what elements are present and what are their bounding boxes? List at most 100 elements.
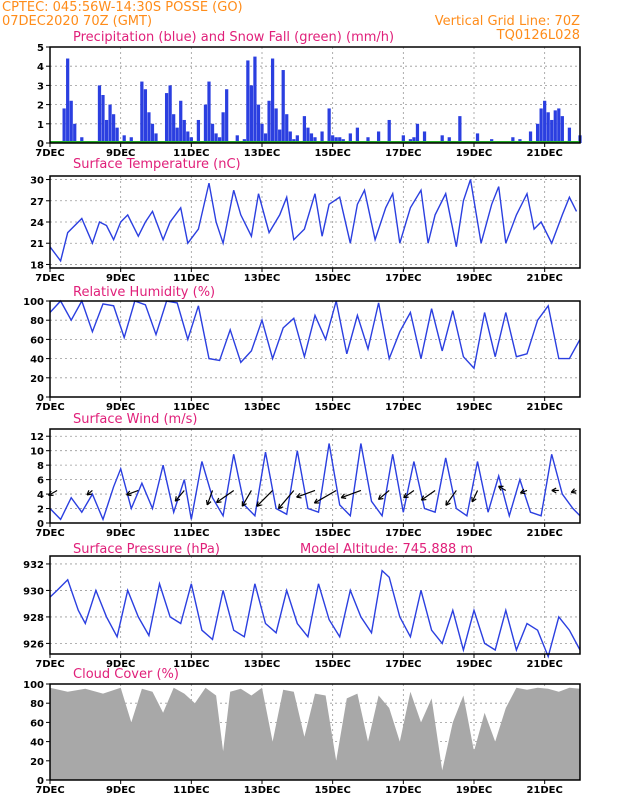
y-tick-label: 932 xyxy=(23,560,44,571)
x-tick-label: 7DEC xyxy=(35,785,64,796)
x-tick-label: 11DEC xyxy=(173,148,209,159)
x-tick-label: 13DEC xyxy=(244,148,280,159)
precip-bar xyxy=(546,112,550,143)
grid-note: Vertical Grid Line: 70Z xyxy=(435,14,580,29)
precip-bar xyxy=(235,135,239,143)
wind-arrow xyxy=(256,490,274,507)
wind-arrow xyxy=(241,490,252,507)
x-tick-label: 13DEC xyxy=(244,528,280,539)
y-tick-label: 18 xyxy=(30,260,44,271)
x-tick-label: 15DEC xyxy=(314,659,350,670)
panel-3 xyxy=(46,428,581,527)
precip-bar xyxy=(260,123,264,143)
precip-bar xyxy=(440,135,444,143)
wind-arrow-head xyxy=(403,492,409,499)
x-tick-label: 15DEC xyxy=(314,402,350,413)
precip-bar xyxy=(274,108,278,143)
precip-bar xyxy=(207,81,211,143)
wind-arrow xyxy=(378,490,390,500)
wind-arrow-head xyxy=(313,498,320,504)
precip-bar xyxy=(313,137,317,143)
panel-title: Surface Temperature (nC) xyxy=(73,157,241,172)
x-tick-label: 19DEC xyxy=(456,148,492,159)
panel-title: Relative Humidity (%) xyxy=(73,285,215,300)
precip-bar xyxy=(66,58,70,143)
wind-arrow-head xyxy=(277,503,284,510)
x-tick-label: 11DEC xyxy=(173,402,209,413)
precip-bar xyxy=(267,100,271,143)
x-tick-label: 7DEC xyxy=(35,273,64,284)
x-tick-label: 19DEC xyxy=(456,785,492,796)
x-tick-label: 9DEC xyxy=(106,659,135,670)
wind-arrow-head xyxy=(498,485,504,491)
wind-arrow xyxy=(403,489,415,499)
precip-bar xyxy=(302,116,307,143)
panel-0 xyxy=(46,46,582,147)
precip-bar xyxy=(366,137,370,143)
y-tick-label: 27 xyxy=(30,197,44,208)
precip-bar xyxy=(221,112,225,143)
x-tick-label: 19DEC xyxy=(456,528,492,539)
wind-arrow-head xyxy=(256,501,262,507)
y-tick-label: 930 xyxy=(23,586,44,597)
x-tick-label: 13DEC xyxy=(244,659,280,670)
x-tick-label: 11DEC xyxy=(173,273,209,284)
precip-bar xyxy=(535,123,540,143)
wind-arrow-head xyxy=(551,487,557,494)
panel-title: Cloud Cover (%) xyxy=(73,667,179,682)
y-tick-label: 80 xyxy=(30,699,44,710)
precip-bar xyxy=(327,108,331,143)
precip-bar xyxy=(122,135,126,143)
x-tick-label: 7DEC xyxy=(35,528,64,539)
panel-title: Surface Wind (m/s) xyxy=(73,412,197,427)
y-tick-label: 1 xyxy=(37,120,44,131)
x-tick-label: 19DEC xyxy=(456,402,492,413)
x-tick-label: 13DEC xyxy=(244,273,280,284)
run-code: TQ0126L028 xyxy=(496,28,580,43)
precip-bar xyxy=(97,85,102,143)
y-tick-label: 6 xyxy=(37,476,44,487)
precip-bar xyxy=(172,114,176,143)
x-tick-label: 9DEC xyxy=(106,528,135,539)
precip-bar xyxy=(140,81,144,143)
x-tick-label: 21DEC xyxy=(526,528,562,539)
precip-bar xyxy=(175,127,179,143)
wind-arrow-head xyxy=(519,488,526,495)
x-tick-label: 21DEC xyxy=(526,148,562,159)
precip-bar xyxy=(150,123,155,143)
precip-bar xyxy=(334,137,338,143)
x-tick-label: 17DEC xyxy=(385,785,421,796)
y-tick-label: 3 xyxy=(37,81,44,92)
y-tick-label: 0 xyxy=(37,393,44,404)
wind-arrow-head xyxy=(471,496,477,503)
precip-bar xyxy=(210,123,215,143)
y-tick-label: 12 xyxy=(30,432,44,443)
precip-bar xyxy=(196,119,201,143)
panel-title: Precipitation (blue) and Snow Fall (gree… xyxy=(73,30,394,45)
precip-bar xyxy=(189,137,193,143)
x-tick-label: 21DEC xyxy=(526,402,562,413)
x-tick-label: 7DEC xyxy=(35,148,64,159)
precip-bar xyxy=(203,104,208,143)
y-tick-label: 5 xyxy=(37,43,44,54)
y-tick-label: 60 xyxy=(30,335,44,346)
y-tick-label: 0 xyxy=(37,139,44,150)
wind-arrow-head xyxy=(570,488,577,494)
precip-bar xyxy=(539,108,543,143)
precip-bar xyxy=(278,129,282,143)
panel-frame xyxy=(49,46,581,144)
y-tick-label: 100 xyxy=(23,297,44,308)
y-tick-label: 21 xyxy=(30,239,44,250)
y-tick-label: 0 xyxy=(37,519,44,530)
precip-bar xyxy=(557,108,561,143)
panel-1 xyxy=(46,175,581,272)
precip-bar xyxy=(528,131,533,143)
wind-arrow xyxy=(278,490,295,510)
x-tick-label: 9DEC xyxy=(106,148,135,159)
precip-bar xyxy=(338,137,342,143)
precip-bar xyxy=(348,133,352,143)
y-tick-label: 20 xyxy=(30,374,44,385)
wind-arrow-head xyxy=(377,494,384,501)
wind-arrow xyxy=(471,490,479,503)
wind-arrow xyxy=(126,489,139,496)
